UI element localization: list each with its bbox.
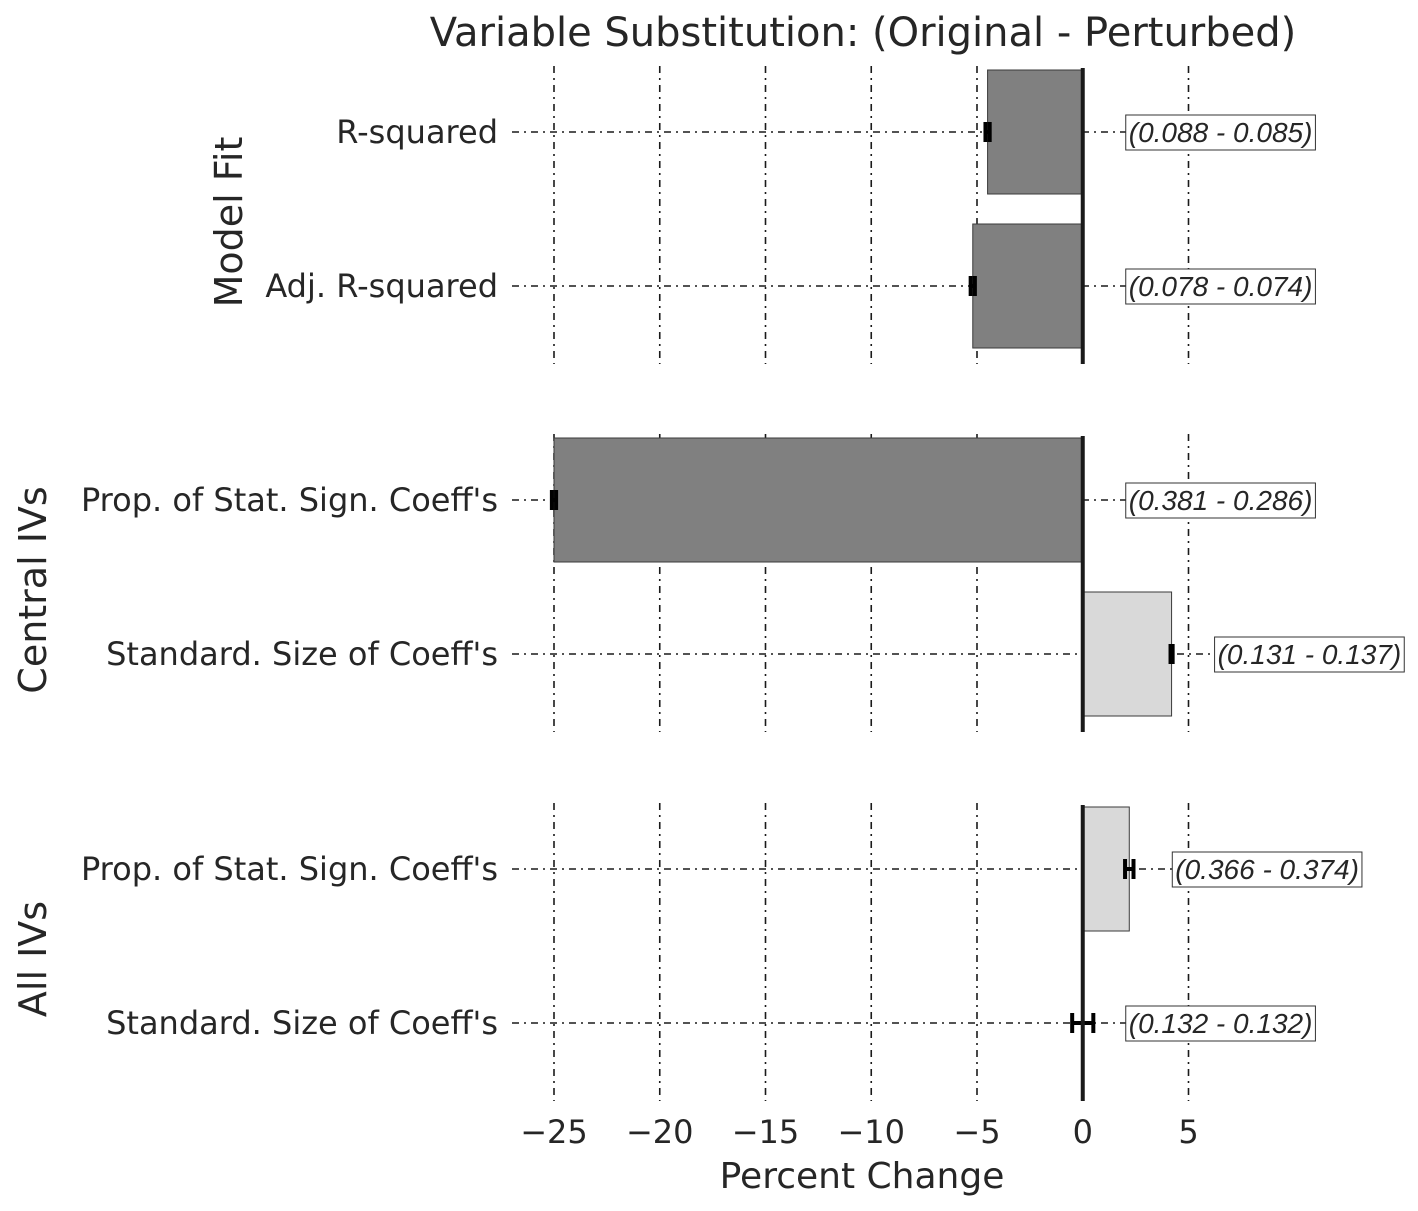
group-label: Central IVs bbox=[11, 486, 55, 693]
x-axis-ticks: −25 −20 −15 −10 −5 0 5 bbox=[520, 1113, 1198, 1151]
chart-title: Variable Substitution: (Original - Pertu… bbox=[430, 10, 1297, 56]
annotation-box bbox=[1125, 114, 1316, 151]
x-tick-label: 5 bbox=[1178, 1113, 1198, 1151]
bar bbox=[1082, 591, 1173, 717]
bar bbox=[553, 437, 1084, 563]
category-label: Adj. R-squared bbox=[265, 267, 498, 305]
category-label: Standard. Size of Coeff's bbox=[106, 635, 498, 673]
bar bbox=[1082, 806, 1130, 932]
annotation-box bbox=[1214, 636, 1405, 673]
category-label: Prop. of Stat. Sign. Coeff's bbox=[81, 850, 498, 888]
x-axis-title: Percent Change bbox=[720, 1156, 1005, 1197]
x-tick-label: −25 bbox=[520, 1113, 588, 1151]
group-label: Model Fit bbox=[207, 137, 251, 308]
category-label: Prop. of Stat. Sign. Coeff's bbox=[81, 481, 498, 519]
panel-central-ivs: Central IVs Prop. of Stat. Sign. Coeff's (… bbox=[11, 434, 1405, 732]
x-tick-label: −10 bbox=[837, 1113, 905, 1151]
x-tick-label: −15 bbox=[732, 1113, 800, 1151]
value-annotation: (0.132 - 0.132) bbox=[1129, 1008, 1313, 1039]
x-tick-label: 0 bbox=[1073, 1113, 1093, 1151]
x-tick-label: −5 bbox=[953, 1113, 1000, 1151]
category-label: Standard. Size of Coeff's bbox=[106, 1004, 498, 1042]
bar bbox=[987, 69, 1084, 195]
annotation-box bbox=[1171, 851, 1363, 888]
x-tick-label: −20 bbox=[626, 1113, 694, 1151]
value-annotation: (0.078 - 0.074) bbox=[1129, 271, 1313, 302]
value-annotation: (0.131 - 0.137) bbox=[1218, 639, 1402, 670]
annotation-box bbox=[1125, 482, 1316, 519]
panel-all-ivs: All IVs Prop. of Stat. Sign. Coeff's (0.36… bbox=[11, 803, 1363, 1101]
annotation-box bbox=[1125, 1005, 1316, 1042]
chart-panels: Model Fit R-squared (0.088 - 0.085) Adj. R-… bbox=[11, 66, 1405, 1101]
panel-model-fit: Model Fit R-squared (0.088 - 0.085) Adj. R-… bbox=[207, 66, 1316, 364]
group-label: All IVs bbox=[11, 901, 55, 1017]
value-annotation: (0.381 - 0.286) bbox=[1129, 485, 1313, 516]
bar bbox=[972, 223, 1084, 349]
value-annotation: (0.366 - 0.374) bbox=[1175, 854, 1359, 885]
category-label: R-squared bbox=[336, 113, 498, 151]
value-annotation: (0.088 - 0.085) bbox=[1129, 117, 1313, 148]
annotation-box bbox=[1125, 268, 1316, 305]
